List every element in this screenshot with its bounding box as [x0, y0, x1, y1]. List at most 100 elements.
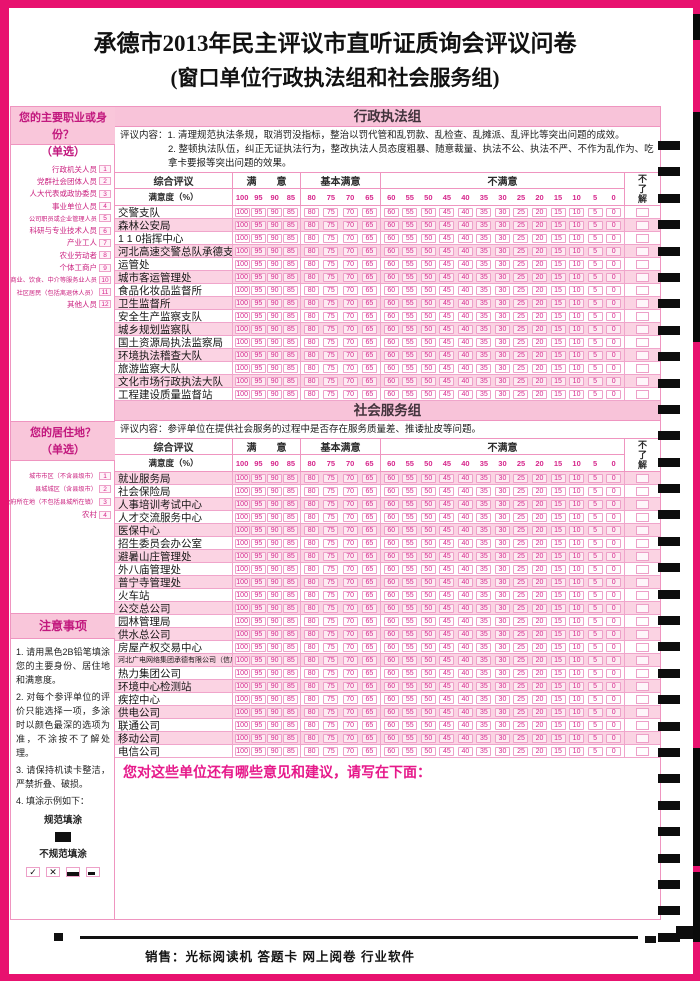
- rating-bubble[interactable]: 25: [513, 642, 529, 652]
- rating-bubble[interactable]: 30: [494, 376, 510, 386]
- rating-bubble[interactable]: 100: [234, 298, 250, 308]
- rating-bubble[interactable]: 60: [383, 616, 399, 626]
- rating-bubble[interactable]: 15: [550, 324, 566, 334]
- rating-bubble[interactable]: 45: [439, 337, 455, 347]
- rating-bubble[interactable]: 15: [550, 590, 566, 600]
- rating-bubble[interactable]: 90: [267, 616, 283, 626]
- rating-bubble[interactable]: 55: [402, 590, 418, 600]
- rating-bubble[interactable]: 55: [402, 376, 418, 386]
- rating-bubble[interactable]: 35: [476, 681, 492, 691]
- rating-bubble[interactable]: 5: [587, 376, 603, 386]
- rating-bubble[interactable]: 0: [606, 733, 622, 743]
- rating-bubble[interactable]: 5: [587, 538, 603, 548]
- rating-bubble[interactable]: 100: [234, 746, 250, 756]
- rating-bubble[interactable]: 100: [234, 616, 250, 626]
- rating-bubble[interactable]: 70: [342, 525, 358, 535]
- rating-bubble[interactable]: 95: [250, 337, 266, 347]
- rating-bubble[interactable]: 75: [323, 389, 339, 399]
- unknown-checkbox[interactable]: [636, 512, 649, 522]
- rating-bubble[interactable]: 65: [361, 298, 377, 308]
- rating-bubble[interactable]: 55: [402, 389, 418, 399]
- rating-bubble[interactable]: 20: [532, 564, 548, 574]
- rating-bubble[interactable]: 20: [532, 551, 548, 561]
- rating-bubble[interactable]: 50: [420, 499, 436, 509]
- rating-bubble[interactable]: 65: [361, 655, 377, 665]
- rating-bubble[interactable]: 60: [383, 642, 399, 652]
- rating-bubble[interactable]: 40: [457, 285, 473, 295]
- rating-bubble[interactable]: 50: [420, 668, 436, 678]
- rating-bubble[interactable]: 75: [323, 259, 339, 269]
- rating-bubble[interactable]: 30: [494, 246, 510, 256]
- rating-bubble[interactable]: 60: [383, 525, 399, 535]
- rating-bubble[interactable]: 40: [457, 655, 473, 665]
- rating-bubble[interactable]: 30: [494, 473, 510, 483]
- rating-bubble[interactable]: 70: [342, 389, 358, 399]
- rating-bubble[interactable]: 100: [234, 473, 250, 483]
- rating-bubble[interactable]: 25: [513, 733, 529, 743]
- occupation-option-bubble[interactable]: 4: [99, 202, 111, 211]
- rating-bubble[interactable]: 70: [342, 720, 358, 730]
- rating-bubble[interactable]: 70: [342, 629, 358, 639]
- rating-bubble[interactable]: 30: [494, 655, 510, 665]
- rating-bubble[interactable]: 20: [532, 538, 548, 548]
- rating-bubble[interactable]: 30: [494, 720, 510, 730]
- rating-bubble[interactable]: 65: [361, 733, 377, 743]
- rating-bubble[interactable]: 85: [283, 311, 299, 321]
- rating-bubble[interactable]: 100: [234, 350, 250, 360]
- rating-bubble[interactable]: 90: [267, 311, 283, 321]
- rating-bubble[interactable]: 35: [476, 642, 492, 652]
- rating-bubble[interactable]: 85: [283, 720, 299, 730]
- rating-bubble[interactable]: 20: [532, 668, 548, 678]
- rating-bubble[interactable]: 55: [402, 538, 418, 548]
- rating-bubble[interactable]: 60: [383, 694, 399, 704]
- rating-bubble[interactable]: 75: [323, 746, 339, 756]
- rating-bubble[interactable]: 0: [606, 246, 622, 256]
- rating-bubble[interactable]: 10: [569, 272, 585, 282]
- rating-bubble[interactable]: 95: [250, 642, 266, 652]
- rating-bubble[interactable]: 65: [361, 551, 377, 561]
- rating-bubble[interactable]: 40: [457, 538, 473, 548]
- rating-bubble[interactable]: 10: [569, 473, 585, 483]
- rating-bubble[interactable]: 15: [550, 707, 566, 717]
- rating-bubble[interactable]: 80: [304, 746, 320, 756]
- rating-bubble[interactable]: 35: [476, 233, 492, 243]
- rating-bubble[interactable]: 60: [383, 512, 399, 522]
- rating-bubble[interactable]: 75: [323, 311, 339, 321]
- rating-bubble[interactable]: 45: [439, 642, 455, 652]
- rating-bubble[interactable]: 0: [606, 259, 622, 269]
- rating-bubble[interactable]: 60: [383, 707, 399, 717]
- rating-bubble[interactable]: 30: [494, 363, 510, 373]
- rating-bubble[interactable]: 15: [550, 272, 566, 282]
- rating-bubble[interactable]: 60: [383, 311, 399, 321]
- rating-bubble[interactable]: 95: [250, 525, 266, 535]
- rating-bubble[interactable]: 70: [342, 486, 358, 496]
- rating-bubble[interactable]: 70: [342, 512, 358, 522]
- unknown-checkbox[interactable]: [636, 642, 649, 652]
- unknown-checkbox[interactable]: [636, 616, 649, 626]
- rating-bubble[interactable]: 80: [304, 603, 320, 613]
- rating-bubble[interactable]: 5: [587, 207, 603, 217]
- rating-bubble[interactable]: 10: [569, 564, 585, 574]
- rating-bubble[interactable]: 75: [323, 538, 339, 548]
- rating-bubble[interactable]: 35: [476, 564, 492, 574]
- rating-bubble[interactable]: 75: [323, 376, 339, 386]
- rating-bubble[interactable]: 75: [323, 564, 339, 574]
- rating-bubble[interactable]: 45: [439, 720, 455, 730]
- rating-bubble[interactable]: 40: [457, 389, 473, 399]
- rating-bubble[interactable]: 85: [283, 486, 299, 496]
- rating-bubble[interactable]: 50: [420, 642, 436, 652]
- rating-bubble[interactable]: 40: [457, 499, 473, 509]
- rating-bubble[interactable]: 35: [476, 707, 492, 717]
- rating-bubble[interactable]: 80: [304, 220, 320, 230]
- rating-bubble[interactable]: 95: [250, 473, 266, 483]
- rating-bubble[interactable]: 60: [383, 220, 399, 230]
- rating-bubble[interactable]: 0: [606, 616, 622, 626]
- rating-bubble[interactable]: 45: [439, 486, 455, 496]
- rating-bubble[interactable]: 40: [457, 376, 473, 386]
- rating-bubble[interactable]: 85: [283, 564, 299, 574]
- rating-bubble[interactable]: 50: [420, 720, 436, 730]
- unknown-checkbox[interactable]: [636, 629, 649, 639]
- rating-bubble[interactable]: 35: [476, 525, 492, 535]
- rating-bubble[interactable]: 80: [304, 564, 320, 574]
- rating-bubble[interactable]: 90: [267, 285, 283, 295]
